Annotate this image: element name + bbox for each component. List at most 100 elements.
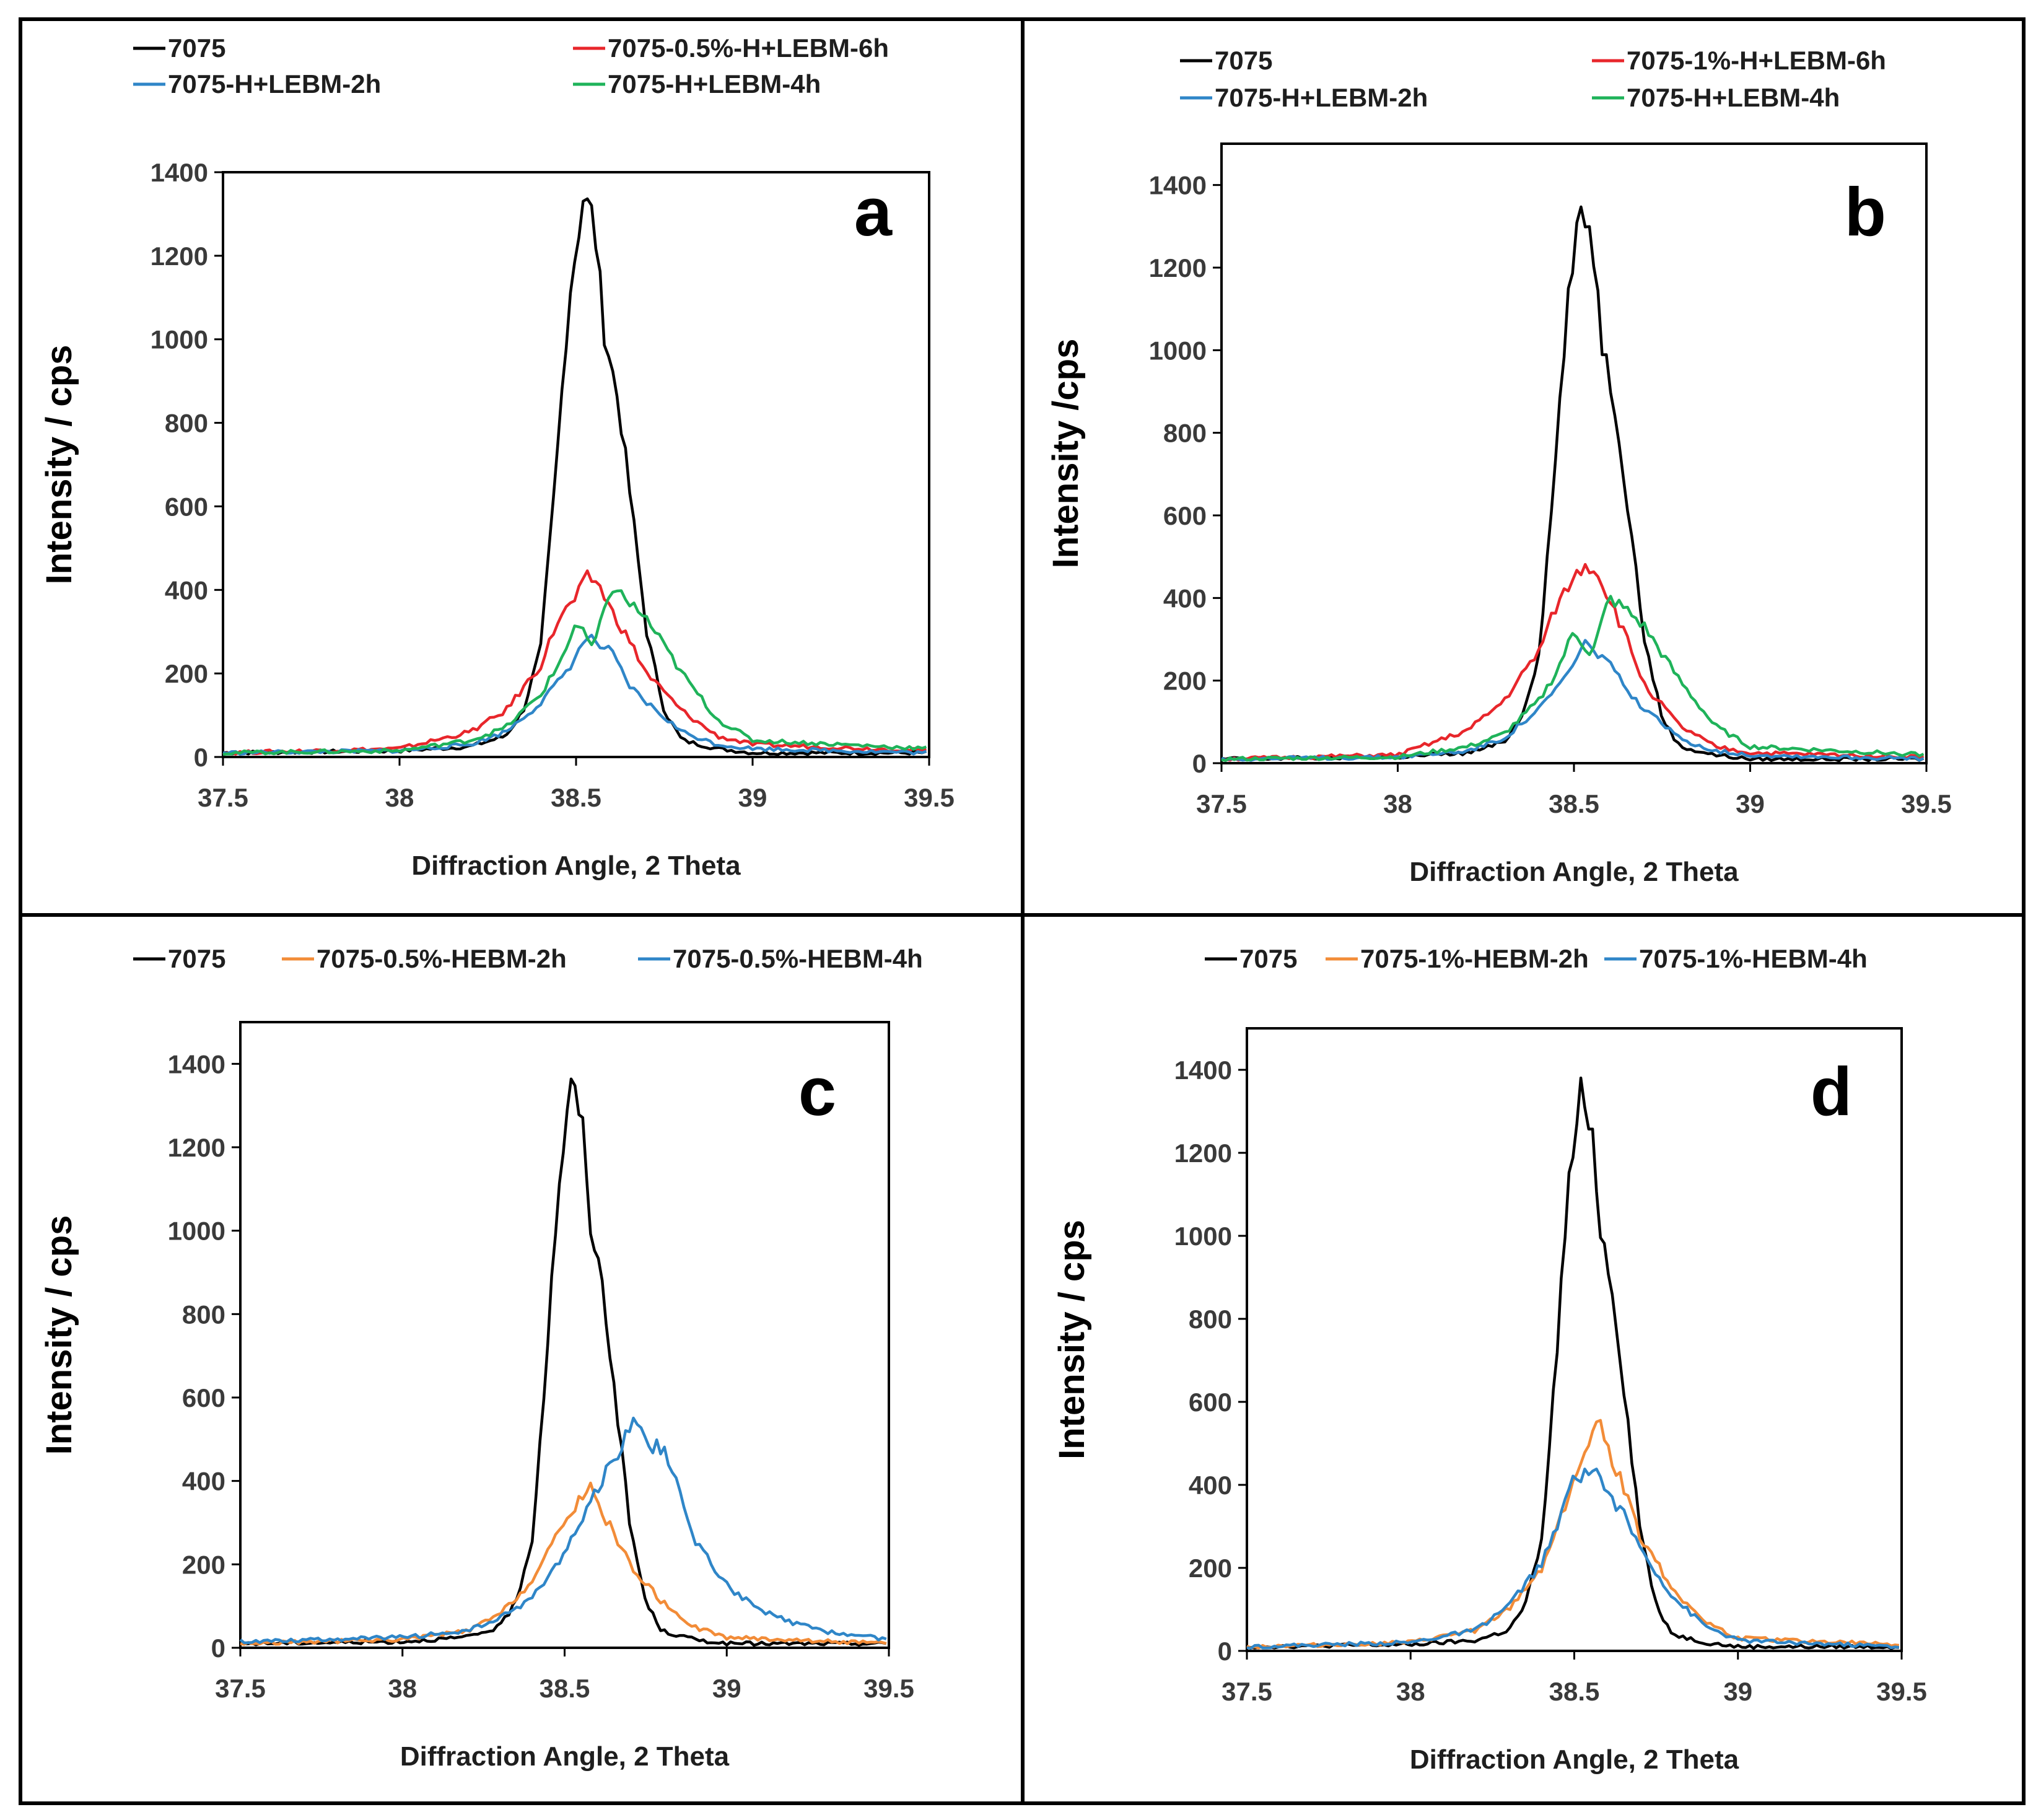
- y-tick-label: 400: [165, 575, 208, 605]
- y-tick-label: 1400: [1174, 1056, 1232, 1085]
- x-tick-label: 37.5: [1222, 1677, 1272, 1706]
- legend-label: 7075-0.5%-HEBM-2h: [317, 944, 567, 973]
- y-tick-label: 1000: [1149, 336, 1207, 365]
- x-tick-label: 39.5: [863, 1674, 914, 1703]
- x-tick-label: 39: [712, 1674, 741, 1703]
- y-tick-label: 400: [1163, 584, 1207, 613]
- y-tick-label: 800: [182, 1300, 225, 1329]
- legend-entry: 7075-H+LEBM-4h: [1592, 83, 1840, 112]
- x-axis-title: Diffraction Angle, 2 Theta: [1409, 857, 1739, 887]
- x-tick-label: 39.5: [1876, 1677, 1927, 1706]
- panel-letter: b: [1845, 174, 1886, 250]
- y-tick-label: 600: [1189, 1388, 1232, 1417]
- series-line-7075-1-hebm-4h: [1246, 1468, 1900, 1650]
- y-tick-label: 200: [182, 1550, 225, 1579]
- panel-d: 0 200 400 600 800 1000 1200 1400 37.5 38 38.5 39 39.…: [1052, 944, 1927, 1775]
- x-tick-label: 39.5: [1901, 789, 1952, 818]
- legend-entry: 7075: [133, 33, 225, 63]
- legend-entry: 7075: [1205, 944, 1297, 973]
- y-tick-label: 800: [1189, 1305, 1232, 1334]
- x-tick-label: 38.5: [1549, 789, 1599, 818]
- series-line-7075-h-lebm-4h: [222, 589, 927, 756]
- legend-entry: 7075-1%-HEBM-2h: [1326, 944, 1589, 973]
- y-tick-label: 1200: [1149, 253, 1207, 282]
- x-tick-label: 38: [1383, 789, 1412, 818]
- x-tick-label: 39: [1736, 789, 1765, 818]
- panel-c: 0 200 400 600 800 1000 1200 1400 37.5 38 38.5 39 39.…: [39, 944, 923, 1772]
- series-line-7075-h-lebm-2h: [222, 633, 927, 756]
- legend-label: 7075-H+LEBM-2h: [168, 69, 381, 98]
- x-axis-title: Diffraction Angle, 2 Theta: [400, 1741, 730, 1772]
- x-tick-label: 37.5: [1196, 789, 1247, 818]
- x-tick-label: 39.5: [904, 783, 955, 812]
- legend-entry: 7075: [1180, 46, 1272, 75]
- series-line-7075-0-5-hebm-2h: [240, 1481, 887, 1646]
- series-line-7075-h-lebm-4h: [1221, 595, 1925, 762]
- y-tick-label: 600: [165, 492, 208, 521]
- y-tick-label: 1000: [1174, 1222, 1232, 1251]
- y-tick-label: 1000: [168, 1217, 225, 1246]
- x-tick-label: 38: [388, 1674, 417, 1703]
- x-tick-label: 38: [385, 783, 414, 812]
- legend-label: 7075: [1215, 46, 1272, 75]
- y-axis-title: Intensity / cps: [39, 1215, 79, 1455]
- legend-label: 7075: [168, 944, 225, 973]
- y-tick-label: 800: [1163, 419, 1207, 448]
- panel-d-frame: [1021, 913, 2026, 1805]
- y-tick-label: 0: [194, 743, 208, 772]
- legend-entry: 7075-H+LEBM-4h: [573, 69, 821, 98]
- y-tick-label: 0: [211, 1634, 225, 1663]
- legend-entry: 7075-0.5%-HEBM-4h: [638, 944, 923, 973]
- x-tick-label: 37.5: [215, 1674, 266, 1703]
- legend-label: 7075-1%-HEBM-2h: [1360, 944, 1589, 973]
- legend-entry: 7075-H+LEBM-2h: [1180, 83, 1428, 112]
- panel-a: 0 200 400 600 800 1000 1200 1400 37.5 38 38.5 39 39.…: [39, 33, 955, 881]
- y-axis-title: Intensity /cps: [1046, 339, 1086, 569]
- legend-entry: 7075-1%-H+LEBM-6h: [1592, 46, 1886, 75]
- series-line-7075-0-5-hebm-4h: [239, 1416, 887, 1645]
- y-tick-label: 1400: [168, 1049, 225, 1078]
- y-tick-label: 200: [165, 659, 208, 688]
- y-axis-title: Intensity / cps: [39, 345, 79, 585]
- y-axis-title: Intensity / cps: [1052, 1220, 1092, 1459]
- x-axis-title: Diffraction Angle, 2 Theta: [411, 851, 741, 881]
- y-tick-label: 0: [1218, 1637, 1232, 1666]
- y-tick-label: 600: [1163, 501, 1207, 530]
- y-tick-label: 1200: [1174, 1139, 1232, 1168]
- y-tick-label: 0: [1192, 749, 1207, 778]
- x-tick-label: 37.5: [198, 783, 248, 812]
- series-line-7075: [222, 197, 927, 756]
- y-tick-label: 1200: [168, 1133, 225, 1162]
- plot-area: [1246, 1027, 1903, 1652]
- series-line-7075-0-5-h-lebm-6h: [222, 569, 927, 756]
- series-line-7075-1-h-lebm-6h: [1221, 562, 1925, 762]
- x-tick-label: 38: [1396, 1677, 1425, 1706]
- y-tick-label: 200: [1189, 1554, 1232, 1583]
- series-line-7075-1-hebm-2h: [1246, 1419, 1900, 1650]
- panel-letter: a: [854, 174, 893, 250]
- legend-label: 7075: [1239, 944, 1297, 973]
- series-line-7075: [1221, 205, 1925, 763]
- legend-label: 7075-0.5%-H+LEBM-6h: [608, 33, 889, 63]
- legend-label: 7075-H+LEBM-2h: [1215, 83, 1428, 112]
- legend-label: 7075-1%-H+LEBM-6h: [1627, 46, 1886, 75]
- y-tick-label: 200: [1163, 667, 1207, 696]
- plot-area: [1220, 142, 1928, 764]
- y-tick-label: 1000: [151, 325, 208, 354]
- x-tick-label: 38.5: [1549, 1677, 1600, 1706]
- y-tick-label: 400: [1189, 1471, 1232, 1500]
- legend-entry: 7075-0.5%-HEBM-2h: [282, 944, 567, 973]
- legend-label: 7075: [168, 33, 225, 63]
- y-tick-label: 600: [182, 1383, 225, 1412]
- panel-c-frame: [19, 913, 1025, 1805]
- y-tick-label: 1200: [151, 242, 208, 271]
- y-tick-label: 1400: [1149, 171, 1207, 200]
- panel-b: 0 200 400 600 800 1000 1200 1400 37.5 38 38.5 39 39.…: [1046, 46, 1952, 887]
- panel-letter: c: [798, 1054, 836, 1130]
- legend-entry: 7075-H+LEBM-2h: [133, 69, 381, 98]
- y-tick-label: 800: [165, 409, 208, 438]
- series-line-7075: [1246, 1076, 1900, 1650]
- legend-label: 7075-1%-HEBM-4h: [1639, 944, 1868, 973]
